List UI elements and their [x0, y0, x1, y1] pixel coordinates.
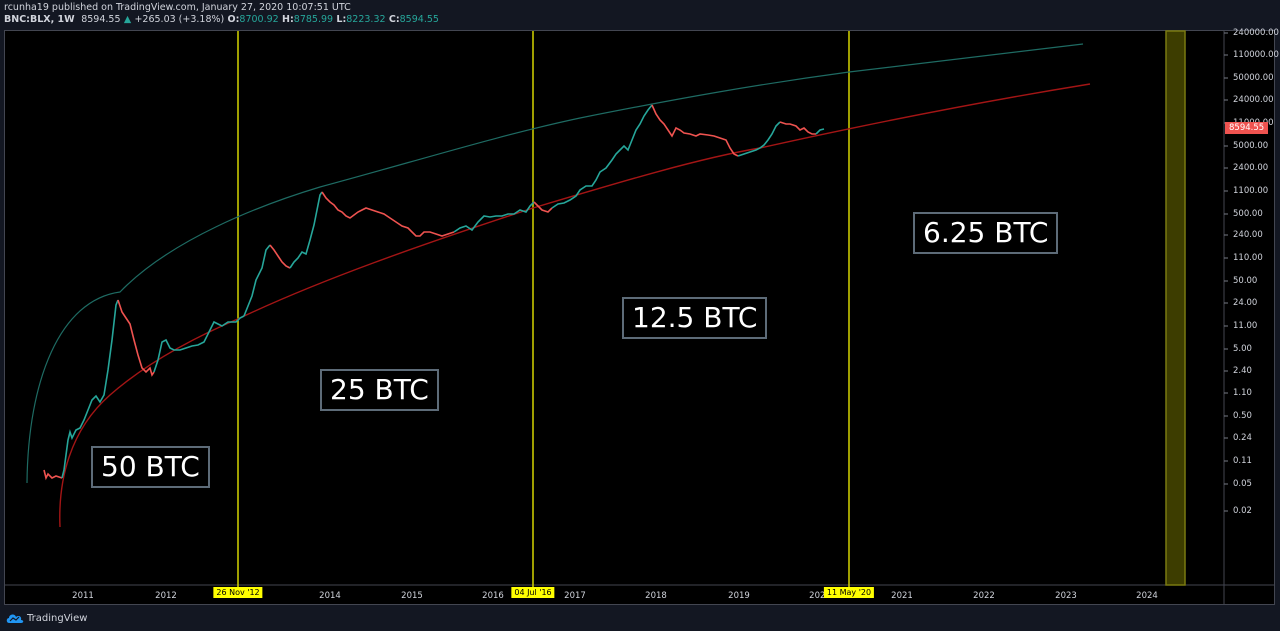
price-tick: 110000.00 — [1233, 50, 1279, 60]
brand-name: TradingView — [27, 612, 88, 624]
symbol-name[interactable]: BNC:BLX, 1W — [4, 14, 75, 25]
price-tick: 0.11 — [1233, 456, 1252, 466]
annotation-50-btc[interactable]: 50 BTC — [91, 446, 210, 488]
price-tick: 2.40 — [1233, 366, 1252, 376]
high-label: H: — [282, 14, 294, 25]
price-tick: 0.50 — [1233, 411, 1252, 421]
low-value: 8223.32 — [346, 14, 386, 25]
time-tick: 2016 — [482, 591, 504, 601]
lower-growth-curve[interactable] — [59, 83, 1091, 528]
symbol-legend: BNC:BLX, 1W 8594.55 ▲ +265.03 (+3.18%) O… — [4, 14, 439, 26]
price-tick: 0.05 — [1233, 479, 1252, 489]
price-series[interactable] — [43, 104, 825, 481]
price-change: +265.03 (+3.18%) — [134, 14, 225, 25]
price-tick: 0.02 — [1233, 506, 1252, 516]
price-axis-ticks — [1224, 32, 1228, 512]
close-value: 8594.55 — [399, 14, 439, 25]
price-tick: 24.00 — [1233, 298, 1258, 308]
open-label: O: — [227, 14, 240, 25]
price-tick: 5000.00 — [1233, 141, 1269, 151]
annotation-6-25-btc[interactable]: 6.25 BTC — [913, 212, 1059, 254]
current-price-tag: 8594.55 — [1225, 122, 1269, 134]
time-tick: 2017 — [564, 591, 586, 601]
upper-growth-curve[interactable] — [26, 43, 1084, 484]
time-tick: 2012 — [155, 591, 177, 601]
low-label: L: — [336, 14, 347, 25]
time-tick: 2022 — [973, 591, 995, 601]
price-tick: 1100.00 — [1233, 186, 1269, 196]
annotation-25-btc[interactable]: 25 BTC — [320, 369, 439, 411]
halving-date-tag-2016: 04 Jul '16 — [511, 587, 555, 598]
price-tick: 5.00 — [1233, 344, 1252, 354]
future-halving-zone — [1165, 30, 1186, 586]
price-tick: 0.24 — [1233, 433, 1252, 443]
price-tick: 240.00 — [1233, 230, 1263, 240]
price-tick: 11.00 — [1233, 321, 1258, 331]
price-tick: 24000.00 — [1233, 95, 1274, 105]
publish-info: rcunha19 published on TradingView.com, J… — [4, 2, 351, 13]
time-tick: 2011 — [72, 591, 94, 601]
time-tick: 2023 — [1055, 591, 1077, 601]
time-tick: 2020 — [809, 591, 831, 601]
price-tick: 110.00 — [1233, 253, 1263, 263]
time-tick: 2019 — [728, 591, 750, 601]
close-label: C: — [388, 14, 400, 25]
time-tick: 2018 — [645, 591, 667, 601]
annotation-12-5-btc[interactable]: 12.5 BTC — [622, 297, 768, 339]
time-tick: 2014 — [319, 591, 341, 601]
open-value: 8700.92 — [239, 14, 279, 25]
price-tick: 1.10 — [1233, 388, 1252, 398]
price-tick: 500.00 — [1233, 209, 1263, 219]
time-tick: 2021 — [891, 591, 913, 601]
halving-date-tag-2012: 26 Nov '12 — [213, 587, 263, 598]
up-arrow-icon: ▲ — [123, 14, 132, 25]
tradingview-branding[interactable]: TradingView — [6, 612, 87, 624]
time-tick: 2024 — [1136, 591, 1158, 601]
price-tick: 2400.00 — [1233, 163, 1269, 173]
high-value: 8785.99 — [293, 14, 334, 25]
last-price: 8594.55 — [81, 14, 121, 25]
price-tick: 50.00 — [1233, 276, 1258, 286]
tradingview-logo-icon — [6, 614, 24, 623]
price-tick: 50000.00 — [1233, 73, 1274, 83]
time-tick: 2015 — [401, 591, 423, 601]
price-tick: 240000.00 — [1233, 28, 1279, 38]
halving-date-tag-2020: 11 May '20 — [823, 587, 875, 598]
